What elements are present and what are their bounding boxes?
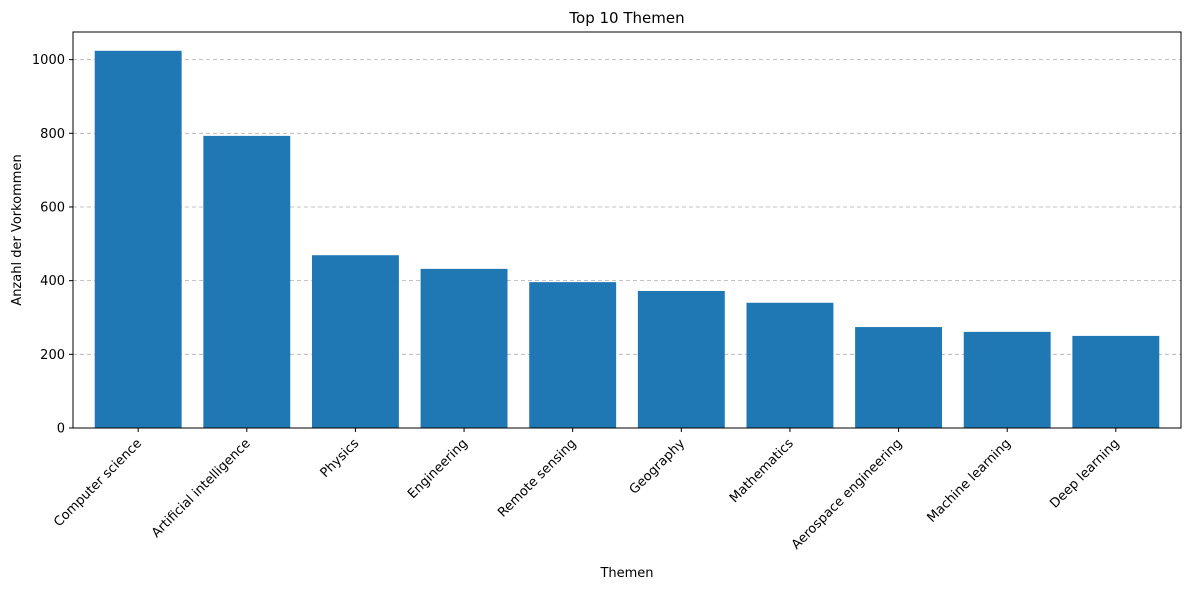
bars [94, 50, 1160, 429]
bar [311, 255, 399, 428]
bar [203, 135, 291, 429]
y-tick-label: 0 [57, 422, 65, 437]
y-tick-label: 1000 [32, 53, 65, 68]
chart-title: Top 10 Themen [568, 9, 684, 27]
bar [637, 290, 725, 428]
bar [746, 302, 834, 428]
bar [529, 282, 617, 428]
plot-frame [72, 31, 1182, 429]
y-tick-label: 800 [40, 127, 65, 142]
y-axis-ticks: 0 200 400 600 800 1000 [32, 53, 73, 437]
bar [963, 331, 1051, 428]
y-axis-label: Anzahl der Vorkommen [10, 154, 25, 305]
y-tick-label: 400 [40, 274, 65, 289]
bar [94, 50, 182, 428]
bar [420, 268, 508, 428]
bar [1072, 335, 1160, 428]
y-tick-label: 600 [40, 200, 65, 215]
bar [855, 327, 943, 428]
x-axis-label: Themen [599, 566, 653, 581]
y-tick-label: 200 [40, 348, 65, 363]
